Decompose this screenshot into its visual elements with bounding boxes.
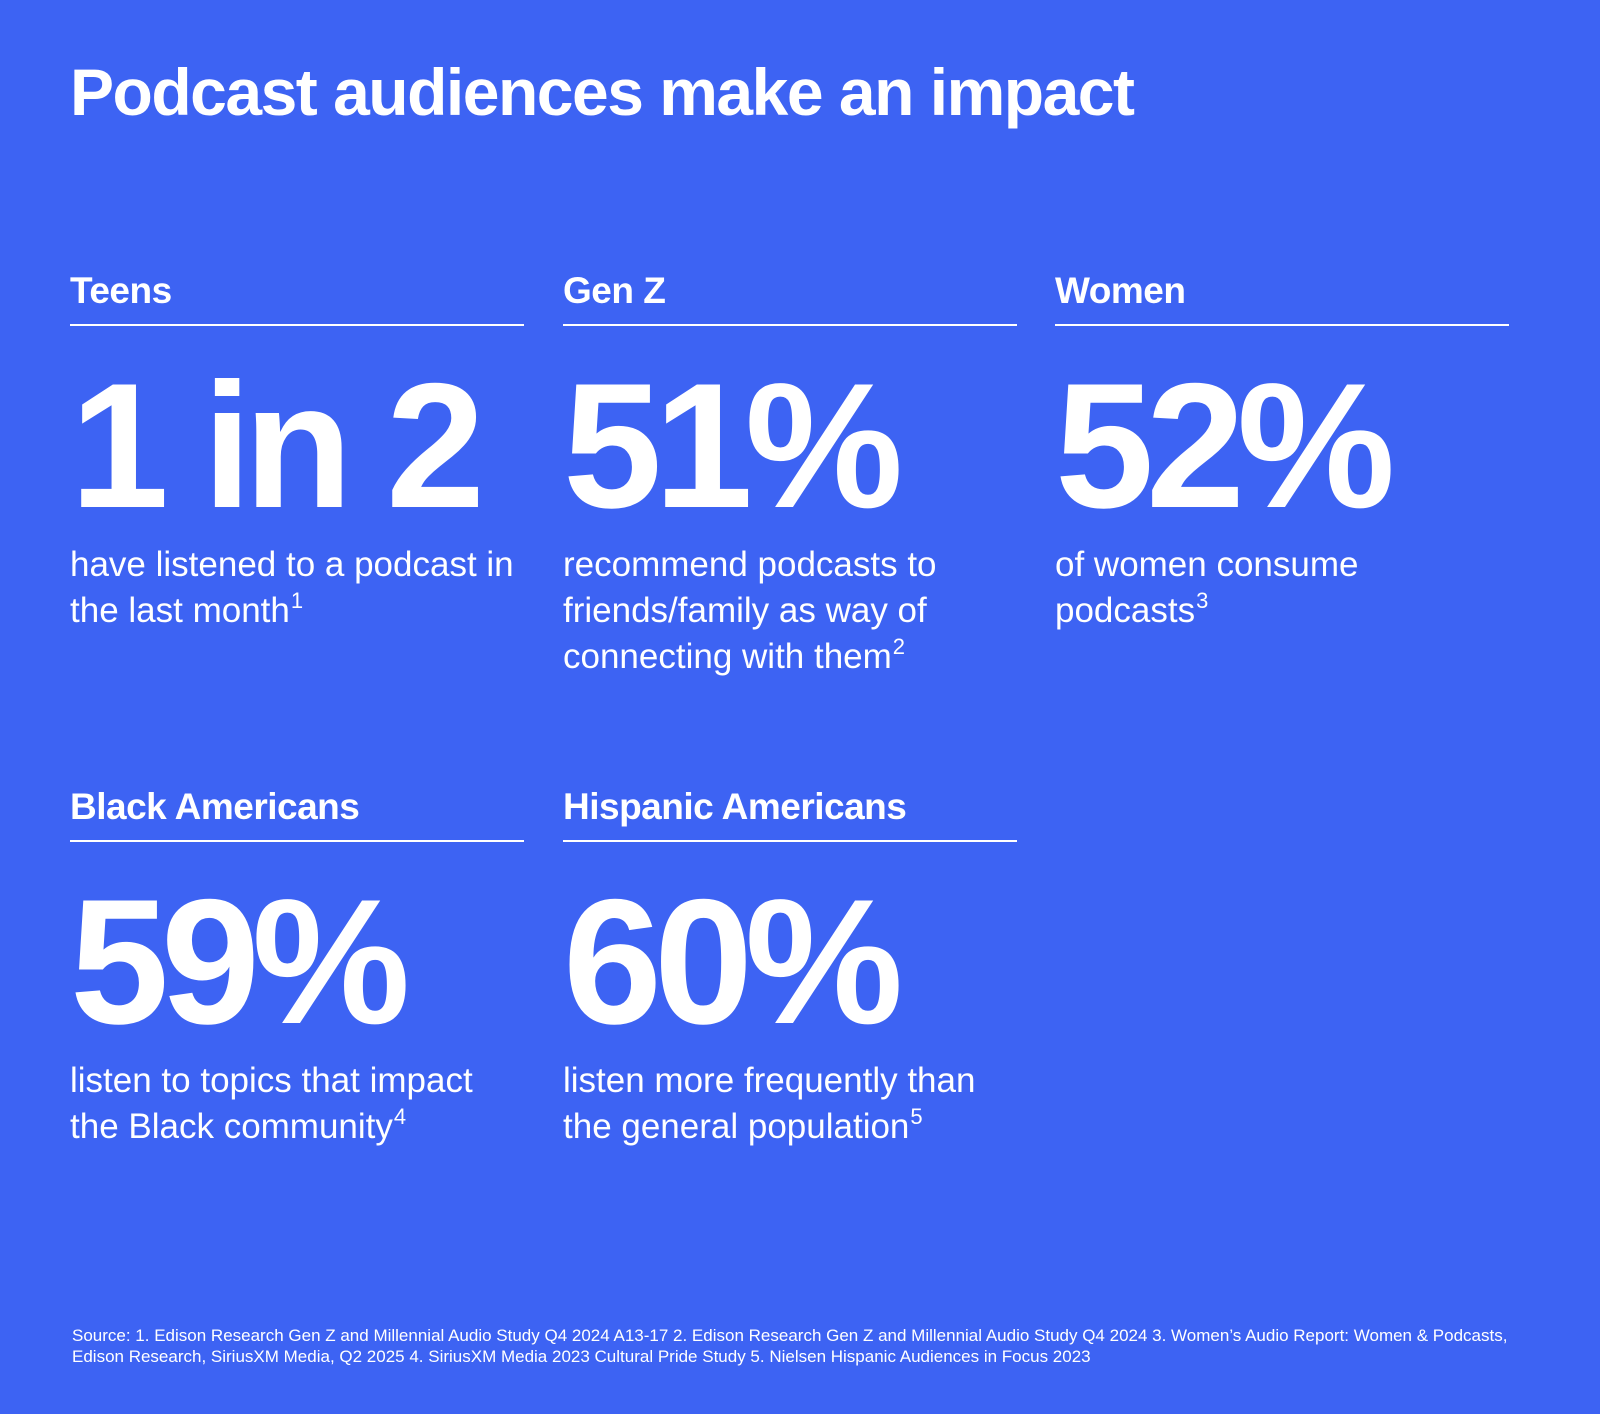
footnote-marker: 1 [290,588,304,613]
footnote-marker: 5 [910,1104,923,1129]
stat-description: listen more frequently than the general … [563,1058,1013,1150]
divider [1055,324,1509,326]
stat-label: Black Americans [70,786,360,827]
stat-label: Gen Z [563,270,666,311]
footnote-marker: 2 [892,634,906,659]
stat-description-text: of women consume podcasts [1055,545,1359,630]
stat-value: 52% [1055,346,1395,545]
footnote-marker: 4 [393,1104,407,1129]
stat-description: have listened to a podcast in the last m… [70,542,520,634]
stat-label: Hispanic Americans [563,786,907,827]
stat-value: 51% [563,346,903,545]
stat-value: 59% [70,862,410,1061]
stat-description-text: recommend podcasts to friends/family as … [563,545,937,676]
stat-description-text: listen more frequently than the general … [563,1061,976,1146]
divider [563,324,1017,326]
stat-description-text: listen to topics that impact the Black c… [70,1061,473,1146]
stat-description: recommend podcasts to friends/family as … [563,542,1013,680]
stat-label: Women [1055,270,1186,311]
page-title: Podcast audiences make an impact [70,55,1135,129]
footnote-marker: 3 [1196,588,1209,613]
stat-description-text: have listened to a podcast in the last m… [70,545,514,630]
divider [70,840,524,842]
stat-value: 60% [563,862,903,1061]
stat-card-women: Women 52% of women consume podcasts3 [1055,272,1509,634]
stat-value: 1 in 2 [70,346,485,545]
divider [70,324,524,326]
stat-card-hispanic-americans: Hispanic Americans 60% listen more frequ… [563,788,1017,1150]
stat-description: listen to topics that impact the Black c… [70,1058,520,1150]
stat-card-black-americans: Black Americans 59% listen to topics tha… [70,788,524,1150]
stat-card-gen-z: Gen Z 51% recommend podcasts to friends/… [563,272,1017,680]
stat-description: of women consume podcasts3 [1055,542,1505,634]
stat-label: Teens [70,270,172,311]
stat-card-teens: Teens 1 in 2 have listened to a podcast … [70,272,524,634]
source-footnotes: Source: 1. Edison Research Gen Z and Mil… [72,1326,1508,1366]
divider [563,840,1017,842]
